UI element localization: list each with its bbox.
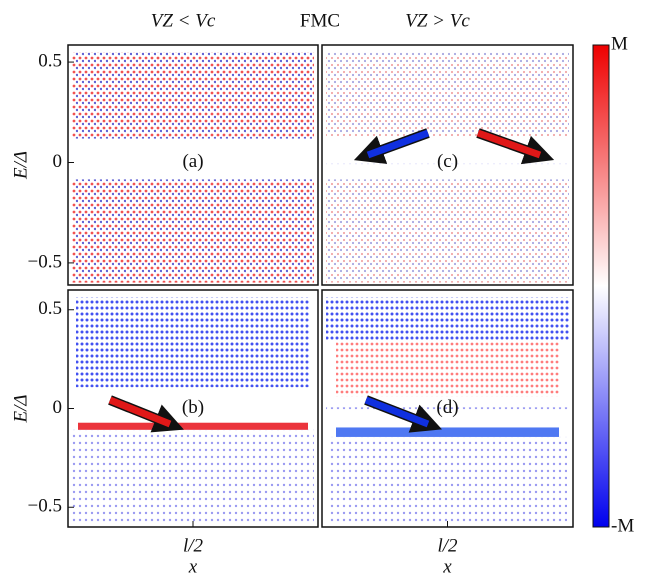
x-axis-label: x bbox=[442, 556, 452, 577]
heatmap-region bbox=[72, 179, 314, 283]
y-tick-label: −0.5 bbox=[28, 251, 62, 272]
y-axis-label: E/Δ bbox=[10, 394, 31, 423]
arrow-fill bbox=[108, 396, 172, 428]
panel-label: (d) bbox=[436, 397, 458, 418]
x-axis-label: x bbox=[188, 556, 198, 577]
x-tick-label: l/2 bbox=[437, 535, 458, 556]
colorbar-tick-label: -M bbox=[611, 515, 634, 536]
heatmap-region bbox=[326, 179, 569, 283]
heatmap-region bbox=[78, 422, 308, 430]
panel-label: (a) bbox=[182, 151, 203, 172]
y-axis-label: E/Δ bbox=[10, 151, 31, 180]
arrow-fill bbox=[366, 129, 430, 159]
panel-frame bbox=[67, 44, 319, 286]
heatmap-region bbox=[326, 163, 569, 168]
heatmap-region bbox=[336, 342, 559, 397]
heatmap-region bbox=[326, 407, 569, 411]
colorbar-tick-label: M bbox=[611, 33, 628, 54]
figure-title: FMC bbox=[300, 10, 340, 31]
heatmap-region bbox=[326, 297, 569, 343]
y-tick-label: 0.5 bbox=[38, 50, 62, 71]
heatmap-region bbox=[76, 297, 310, 388]
column-title: VZ > Vc bbox=[405, 10, 470, 31]
arrow-fill bbox=[364, 396, 430, 428]
heatmap-region bbox=[336, 427, 559, 437]
column-title: VZ < Vc bbox=[151, 10, 216, 31]
y-tick-label: 0.5 bbox=[38, 298, 62, 319]
y-tick-label: −0.5 bbox=[28, 496, 62, 517]
x-tick-label: l/2 bbox=[183, 535, 204, 556]
arrow-fill bbox=[476, 129, 542, 159]
heatmap-region bbox=[326, 52, 569, 137]
y-tick-label: 0 bbox=[53, 151, 63, 172]
panel-frame bbox=[321, 44, 574, 286]
heatmap-region bbox=[328, 436, 567, 523]
colorbar bbox=[592, 44, 610, 528]
y-tick-label: 0 bbox=[53, 397, 63, 418]
heatmap-region bbox=[72, 429, 314, 525]
heatmap-region bbox=[72, 52, 314, 139]
panel-label: (c) bbox=[437, 151, 458, 172]
panel-label: (b) bbox=[182, 397, 204, 418]
